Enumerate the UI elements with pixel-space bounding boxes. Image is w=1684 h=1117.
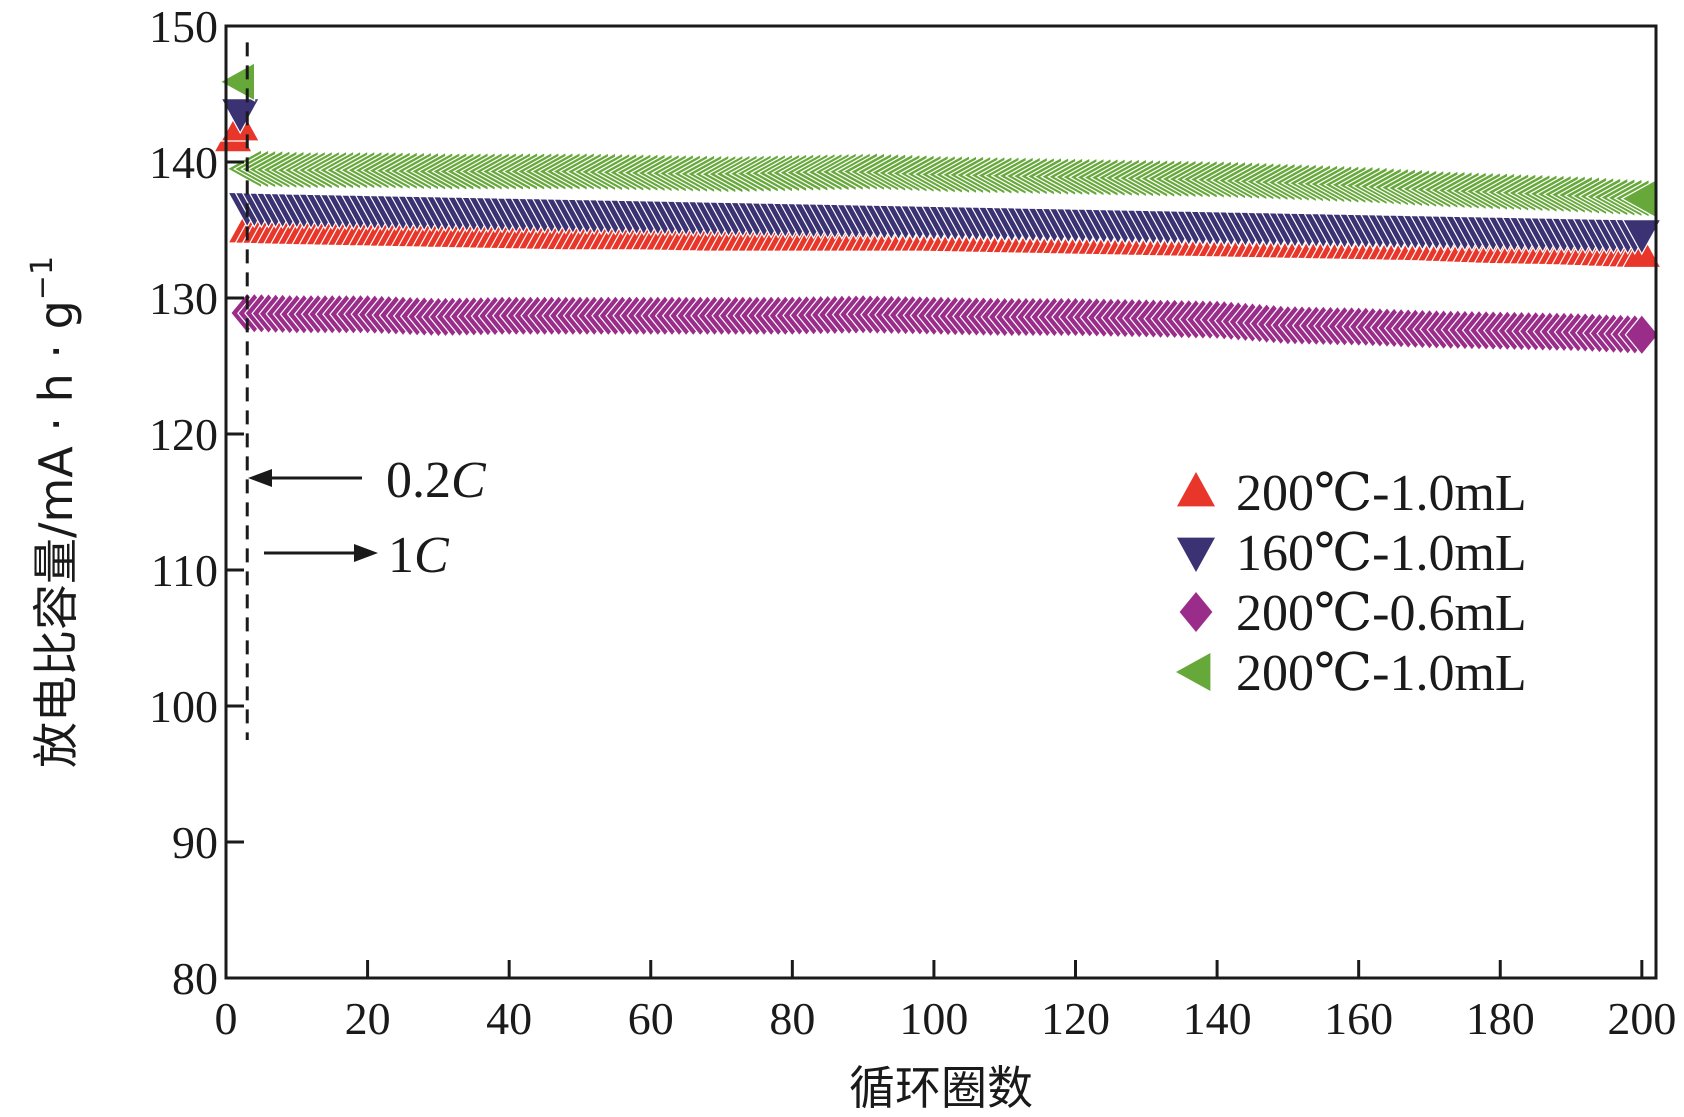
legend-label: 160℃-1.0mL (1236, 525, 1527, 582)
legend-label: 200℃-1.0mL (1236, 645, 1527, 702)
y-tick-label: 100 (149, 681, 218, 732)
series-4 (218, 61, 1657, 219)
rate-high-unit: C (414, 527, 450, 584)
y-tick-label: 120 (149, 409, 218, 460)
rate-low-number: 0.2 (386, 452, 451, 509)
y-tick-label: 90 (172, 817, 218, 868)
plot-frame (224, 24, 1658, 980)
legend-marker (1177, 537, 1215, 572)
y-axis: 80 90 100 110 120 130 140 150 (149, 1, 244, 1004)
x-axis: 0 20 40 60 80 100 120 140 160 180 200 (215, 960, 1676, 1044)
x-tick-label: 120 (1041, 993, 1110, 1044)
plot-marks (213, 61, 1662, 356)
x-tick-label: 0 (215, 993, 238, 1044)
legend-label: 200℃-0.6mL (1236, 585, 1527, 642)
series-3 (230, 292, 1659, 356)
x-tick-label: 40 (486, 993, 532, 1044)
legend-label: 200℃-1.0mL (1236, 465, 1527, 522)
x-tick-label: 180 (1466, 993, 1535, 1044)
x-tick-label: 140 (1183, 993, 1252, 1044)
y-axis-title-base: 放电比容量/mA · h · g (29, 300, 83, 768)
series-2 (220, 97, 1662, 256)
x-tick-label: 160 (1324, 993, 1393, 1044)
rate-low-label: 0.2C (386, 452, 487, 509)
x-axis-title: 循环圈数 (849, 1061, 1033, 1115)
x-tick-label: 80 (769, 993, 815, 1044)
rate-high-number: 1 (388, 527, 414, 584)
y-axis-title-exponent: −1 (25, 256, 60, 300)
rate-high-arrowhead (354, 544, 378, 562)
rate-high-label: 1C (388, 527, 450, 584)
data-point (1624, 313, 1659, 356)
data-point (1621, 219, 1662, 256)
rate-low-unit: C (451, 452, 487, 509)
x-tick-label: 100 (899, 993, 968, 1044)
x-tick-label: 200 (1607, 993, 1676, 1044)
x-tick-label: 60 (628, 993, 674, 1044)
rate-low-arrowhead (248, 469, 272, 487)
legend-marker (1177, 472, 1215, 507)
y-tick-label: 110 (151, 545, 218, 596)
y-tick-label: 140 (149, 137, 218, 188)
legend-marker (1179, 592, 1213, 632)
data-point-initial (220, 97, 261, 135)
x-tick-label: 20 (345, 993, 391, 1044)
y-axis-title: 放电比容量/mA · h · g−1 (25, 256, 83, 768)
y-tick-label: 130 (149, 273, 218, 324)
rate-annotations: 0.2C 1C (245, 42, 487, 740)
y-tick-label: 150 (149, 1, 218, 52)
legend-marker (1176, 653, 1211, 691)
y-tick-label: 80 (172, 953, 218, 1004)
